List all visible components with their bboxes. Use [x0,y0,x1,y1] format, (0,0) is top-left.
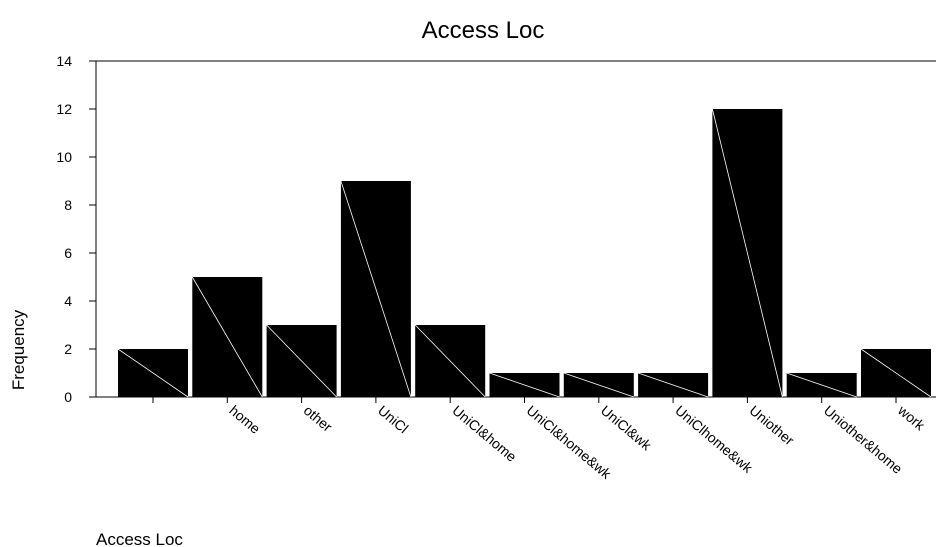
x-tick-label: other [301,402,336,435]
y-tick-label: 12 [56,101,72,117]
x-tick-label: home [226,402,263,437]
x-ticks: home other UniCl UniCl&home UniCl&home&wkUni… [152,397,929,482]
y-tick-label: 4 [64,293,72,309]
bar-diagonal [786,372,857,398]
y-tick-label: 14 [56,53,72,69]
x-axis-label: Access Loc [96,530,183,547]
bar-diagonal [489,372,560,398]
chart-title: Access Loc [422,17,545,44]
bar-diagonal [860,348,932,398]
bar-diagonal [191,276,263,398]
bar-diagonal [117,348,189,398]
x-tick-label: UniClhome&wk [672,402,756,476]
bar-diagonal [637,372,709,398]
y-tick-label: 6 [64,245,72,261]
x-tick-label: UniCl&home [449,402,520,465]
bar-diagonal [266,324,337,398]
y-tick-label: 2 [64,341,72,357]
bar-diagonal [340,180,412,398]
x-tick-label: Uniother&home [821,402,906,477]
bar-diagonal [712,108,783,398]
x-tick-label: UniCl&wk [598,402,656,454]
x-tick-label: UniCl [375,402,412,436]
y-ticks: 0 2 4 6 8 10 12 14 [56,53,96,405]
plot-area: 0 2 4 6 8 10 12 14 home other UniCl UniCl&home UniC… [56,53,936,482]
bars [117,108,932,398]
y-tick-label: 0 [64,389,72,405]
bar-diagonal [563,372,634,398]
y-tick-label: 10 [56,149,72,165]
y-axis-label: Frequency [9,309,28,390]
bar-diagonal [414,324,486,398]
y-tick-label: 8 [64,197,72,213]
x-tick-label: work [894,401,928,434]
x-tick-label: Uniother [746,402,797,448]
